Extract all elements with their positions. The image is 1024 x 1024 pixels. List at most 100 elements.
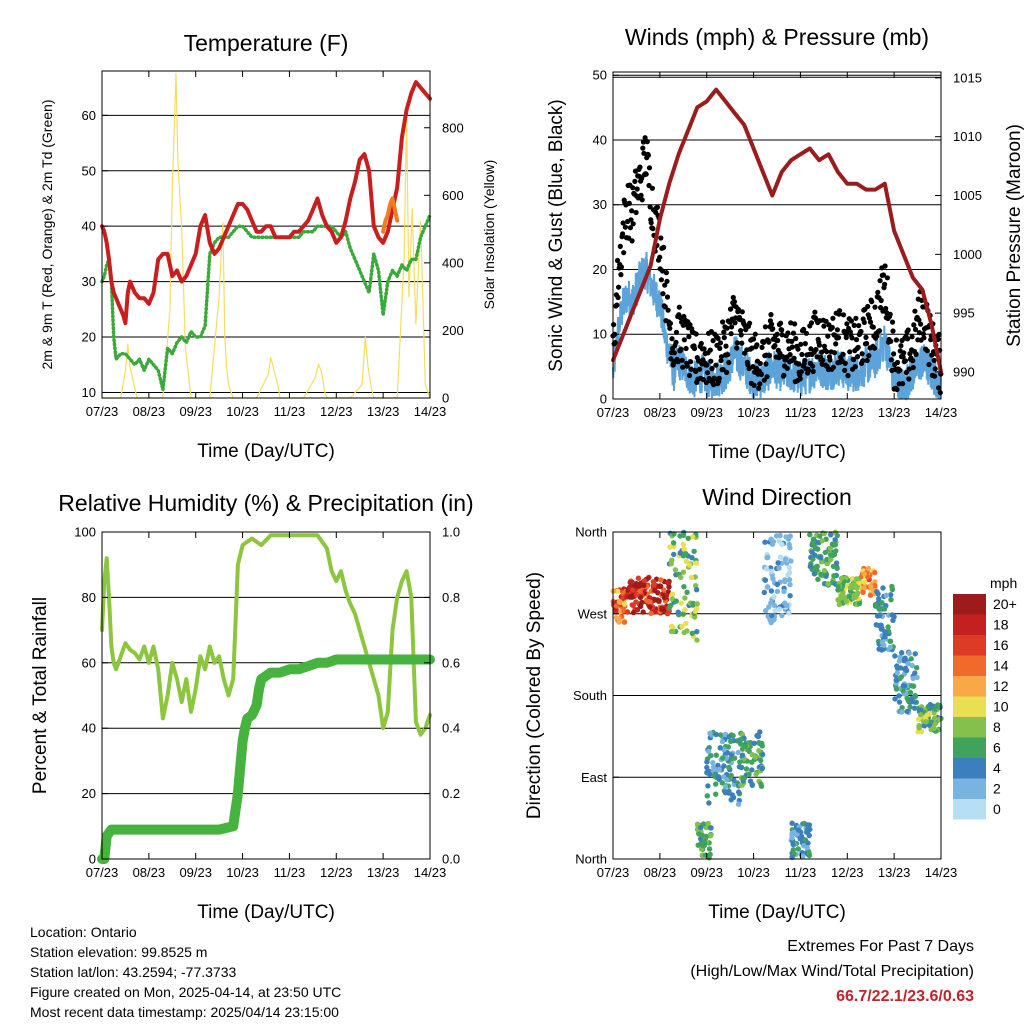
gust-point [894, 386, 900, 393]
wind-x-tick-label: 14/23 [925, 405, 958, 420]
direction-point [818, 555, 824, 561]
gust-point [907, 351, 913, 357]
wind-plot-frame [612, 71, 942, 400]
gust-point [752, 331, 758, 337]
direction-point [918, 712, 924, 718]
direction-point [935, 703, 941, 710]
direction-point [880, 585, 886, 591]
gust-point [791, 355, 797, 361]
gust-point [713, 362, 719, 368]
direction-point [713, 731, 719, 738]
direction-point [740, 775, 747, 781]
direction-point [704, 759, 710, 765]
direction-point [707, 771, 713, 777]
direction-point [661, 595, 668, 601]
rh-y-tick-label: 100 [74, 525, 96, 540]
direction-point [670, 628, 676, 635]
direction-point [726, 788, 732, 795]
direction-point [656, 598, 662, 604]
gust-point [726, 359, 732, 366]
direction-point [877, 612, 883, 619]
wind-x-tick-label: 08/23 [644, 405, 677, 420]
gust-point [842, 367, 848, 373]
gust-point [931, 357, 937, 363]
direction-point [900, 683, 907, 689]
direction-point [909, 662, 915, 669]
gust-point [853, 337, 860, 343]
gust-point [664, 278, 670, 284]
gust-point [808, 320, 815, 326]
direction-point [678, 600, 684, 606]
direction-point [746, 747, 752, 753]
gust-point [638, 192, 644, 198]
legend-label: 18 [993, 617, 1009, 633]
direction-point [689, 630, 695, 636]
direction-point [914, 665, 920, 671]
direction-point [931, 715, 938, 722]
gust-point [654, 204, 661, 210]
wind-y-tick-label: 0 [600, 392, 607, 407]
direction-point [759, 765, 765, 772]
gust-point [893, 337, 900, 343]
rh-y-tick-label: 80 [82, 590, 96, 605]
rh-y-tick-label: 0 [89, 852, 96, 867]
gust-point [617, 243, 623, 249]
direction-point [664, 579, 671, 586]
gust-point [876, 328, 883, 334]
rh-x-tick-label: 10/23 [226, 865, 259, 880]
gust-point [863, 334, 869, 340]
gust-point [869, 299, 875, 305]
gust-point [792, 321, 798, 327]
gust-point [888, 357, 894, 363]
direction-point [889, 586, 896, 593]
direction-point [738, 764, 745, 771]
gust-point [751, 382, 757, 388]
direction-point [811, 571, 818, 577]
temp-x-tick-label: 07/23 [86, 404, 119, 419]
direction-point [908, 656, 914, 662]
gust-point [747, 320, 753, 326]
gust-point [761, 339, 767, 345]
direction-point [684, 628, 690, 634]
gust-point [622, 224, 629, 230]
direction-point [879, 639, 885, 646]
direction-point [669, 591, 675, 597]
gust-point [830, 315, 836, 321]
gust-point [746, 365, 752, 372]
temp-x-axis-label: Time (Day/UTC) [197, 441, 335, 462]
direction-point [927, 701, 933, 708]
legend-label: 0 [993, 801, 1001, 817]
gust-point [671, 350, 677, 356]
gust-point [829, 324, 835, 331]
direction-point [746, 771, 752, 777]
gust-point [756, 385, 762, 391]
direction-point [854, 585, 860, 591]
gust-point [936, 331, 942, 337]
gust-point [687, 322, 693, 328]
direction-point [719, 780, 725, 786]
solar-insolation-line [101, 73, 431, 399]
direction-point [768, 588, 775, 594]
gust-point [866, 353, 872, 359]
direction-point [905, 661, 911, 667]
gust-point [830, 364, 837, 370]
gust-point [766, 353, 772, 359]
rh-y-axis-label-left: Percent & Total Rainfall [30, 597, 51, 794]
gust-point [675, 359, 681, 365]
dir-x-tick-label: 08/23 [644, 865, 677, 880]
gust-point [852, 364, 858, 370]
direction-point [704, 793, 710, 799]
rh-y2-tick-label: 0.4 [442, 721, 460, 736]
direction-point [892, 696, 898, 702]
gust-point [898, 343, 904, 349]
legend-swatch [953, 778, 986, 799]
direction-point [822, 549, 828, 556]
rh-x-tick-label: 13/23 [367, 865, 400, 880]
direction-point [738, 736, 744, 743]
direction-point [824, 560, 831, 567]
gust-point [889, 319, 896, 325]
direction-point [805, 840, 811, 846]
direction-point [659, 606, 665, 613]
direction-point [673, 598, 679, 604]
